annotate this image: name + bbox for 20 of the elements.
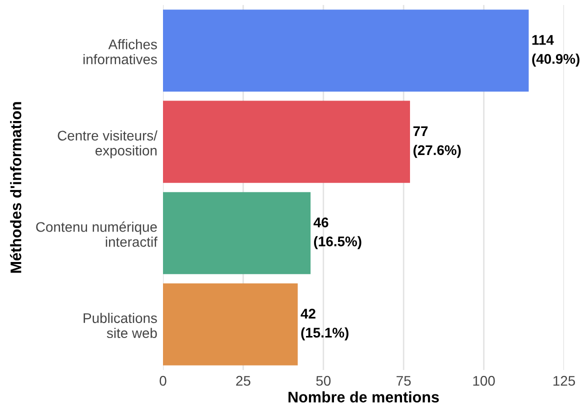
bar bbox=[163, 192, 311, 274]
bar bbox=[163, 100, 410, 183]
data-label: 77 (27.6%) bbox=[413, 126, 461, 158]
y-tick-label: Affiches informatives bbox=[84, 39, 157, 64]
y-tick-label: Contenu numérique interactif bbox=[36, 222, 158, 247]
x-tick-label: 50 bbox=[316, 376, 331, 386]
data-label: 42 (15.1%) bbox=[300, 308, 348, 340]
y-axis-title: Méthodes d'information bbox=[10, 102, 22, 273]
x-tick-label: 0 bbox=[160, 376, 166, 386]
x-tick-label: 75 bbox=[396, 376, 411, 386]
x-tick-label: 100 bbox=[473, 376, 495, 386]
data-label: 46 (16.5%) bbox=[314, 218, 362, 250]
y-tick-label: Centre visiteurs/ exposition bbox=[58, 130, 158, 158]
data-label: 114 (40.9%) bbox=[532, 35, 580, 67]
bar bbox=[163, 283, 298, 366]
x-tick-label: 125 bbox=[553, 376, 576, 386]
x-axis-title: Nombre de mentions bbox=[288, 391, 439, 402]
x-tick-label: 25 bbox=[236, 376, 250, 386]
y-tick-label: Publications site web bbox=[84, 312, 157, 338]
bar bbox=[163, 10, 529, 92]
